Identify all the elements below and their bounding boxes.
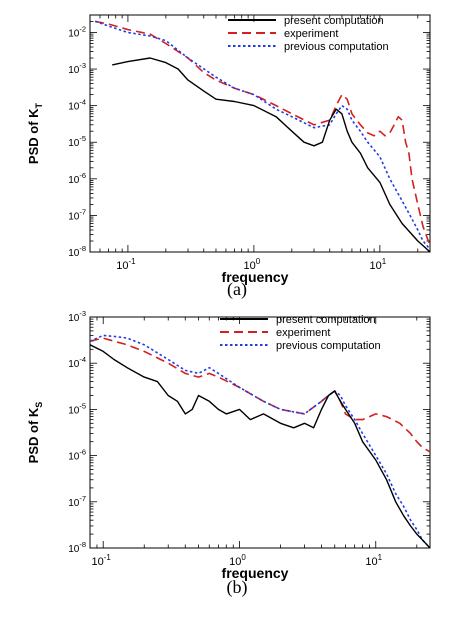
chart-b-x-tick-label: 101 xyxy=(365,553,382,568)
chart-a-y-tick-label: 10-3 xyxy=(68,61,86,76)
chart-a-y-axis-title: PSD of KT xyxy=(26,102,44,164)
chart-b-plot-frame xyxy=(89,316,431,549)
chart-a-series-line-present-computation xyxy=(112,57,430,252)
chart-a-legend-label: previous computation xyxy=(284,41,389,53)
chart-b: 10-1 100 101 10-8 10-7 10-6 10-5 10-4 10-3 freque… xyxy=(26,309,431,598)
chart-b-y-tick-label: 10-6 xyxy=(68,448,86,463)
chart-a-y-tick-label: 10-7 xyxy=(68,207,86,222)
chart-a-y-tick-label: 10-5 xyxy=(68,134,86,149)
chart-b-x-axis-title: frequency xyxy=(222,565,289,581)
chart-a-caption: (a) xyxy=(227,279,247,300)
chart-b-y-tick-label: 10-5 xyxy=(68,401,86,416)
chart-b-y-axis-title: PSD of KS xyxy=(26,402,44,464)
chart-a-y-tick-label: 10-2 xyxy=(68,24,86,39)
chart-b-y-tick-label: 10-8 xyxy=(68,540,86,555)
panel-a: 10-1 100 101 10-8 10-7 10-6 10-5 10-4 10-3 10-2 fr… xyxy=(0,0,474,300)
chart-a: 10-1 100 101 10-8 10-7 10-6 10-5 10-4 10-3 10-2 fr… xyxy=(26,14,431,300)
chart-a-y-tick-label: 10-4 xyxy=(68,98,86,113)
panel-b: 10-1 100 101 10-8 10-7 10-6 10-5 10-4 10-3 freque… xyxy=(0,305,474,605)
chart-b-y-tick-label: 10-3 xyxy=(68,309,86,324)
chart-b-x-tick-label: 100 xyxy=(229,553,246,568)
chart-b-series-line-previous-computation xyxy=(90,334,430,548)
chart-a-x-tick-label: 10-1 xyxy=(116,257,136,272)
chart-b-series-line-present-computation xyxy=(90,344,430,548)
chart-b-y-tick-label: 10-7 xyxy=(68,494,86,509)
chart-a-y-tick-label: 10-8 xyxy=(68,244,86,259)
chart-b-legend-label: experiment xyxy=(276,327,330,339)
chart-a-series-group xyxy=(94,20,430,252)
chart-a-x-tick-label: 101 xyxy=(370,257,387,272)
chart-a-series-line-previous-computation xyxy=(94,20,430,250)
chart-b-legend-label: previous computation xyxy=(276,340,381,352)
chart-b-legend-label: present computation xyxy=(276,314,376,326)
chart-a-x-axis-title: frequency xyxy=(222,269,289,285)
chart-b-series-group xyxy=(90,334,430,548)
chart-a-plot-frame xyxy=(89,14,431,253)
chart-b-series-line-experiment xyxy=(90,337,430,453)
chart-b-y-tick-label: 10-4 xyxy=(68,355,86,370)
chart-a-y-tick-label: 10-6 xyxy=(68,171,86,186)
chart-b-x-tick-label: 10-1 xyxy=(92,553,112,568)
chart-a-series-line-experiment xyxy=(95,20,430,246)
chart-a-x-tick-label: 100 xyxy=(244,257,261,272)
chart-a-legend-label: experiment xyxy=(284,28,338,40)
chart-a-legend-label: present computation xyxy=(284,15,384,27)
chart-b-caption: (b) xyxy=(227,577,248,598)
